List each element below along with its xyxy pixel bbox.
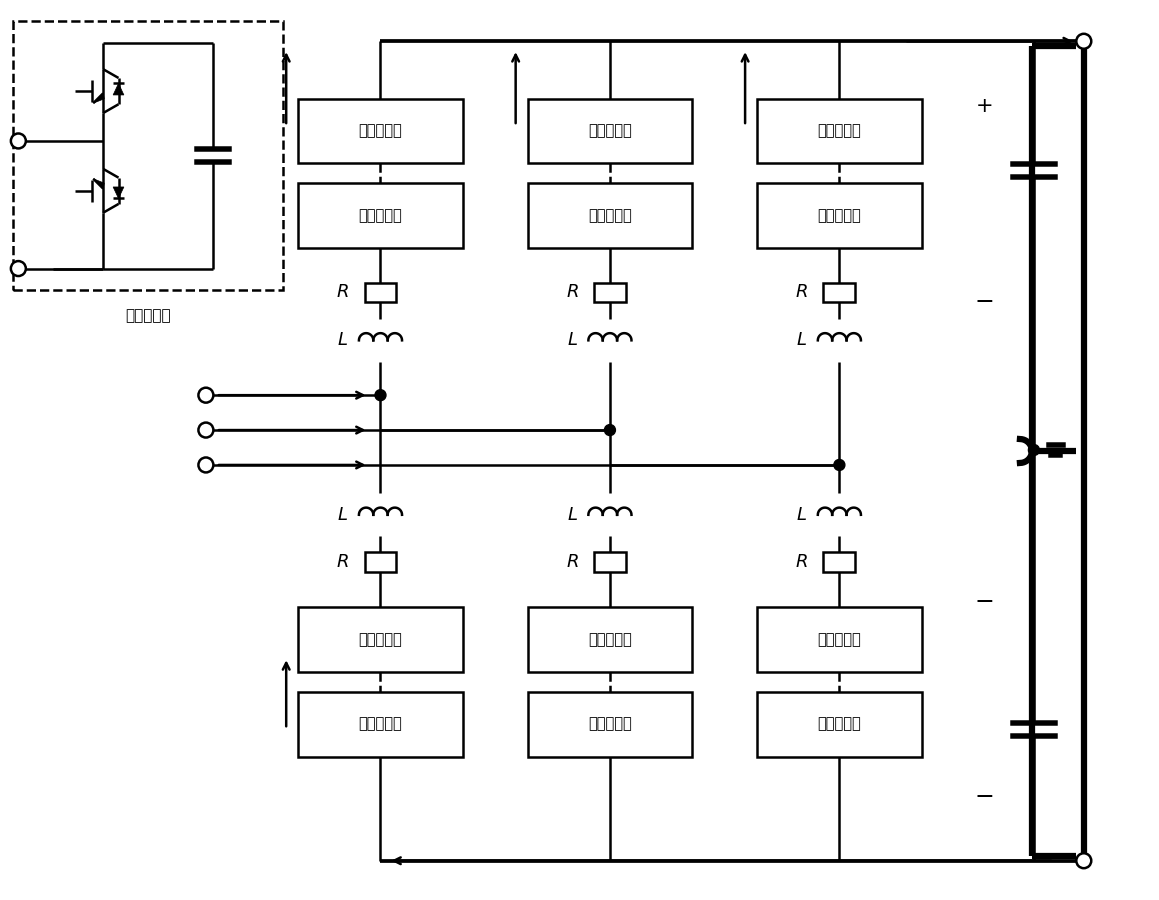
Text: $R$: $R$: [336, 284, 349, 302]
Bar: [757, 692, 921, 757]
Circle shape: [605, 425, 615, 436]
Polygon shape: [93, 94, 104, 104]
Bar: [527, 184, 692, 248]
Bar: [527, 99, 692, 164]
Text: $R$: $R$: [795, 553, 808, 571]
Bar: [757, 184, 921, 248]
Bar: [593, 552, 626, 572]
Text: $-$: $-$: [975, 289, 993, 312]
Bar: [757, 99, 921, 164]
Bar: [365, 552, 396, 572]
Circle shape: [376, 390, 386, 400]
Text: 半桥子模块: 半桥子模块: [358, 632, 402, 647]
Bar: [298, 692, 462, 757]
Text: 半桥子模块: 半桥子模块: [817, 632, 861, 647]
Text: $R$: $R$: [336, 553, 349, 571]
Circle shape: [198, 388, 213, 402]
Circle shape: [1077, 34, 1092, 49]
Bar: [298, 99, 462, 164]
Text: $-$: $-$: [975, 783, 993, 807]
Bar: [823, 552, 855, 572]
Bar: [593, 283, 626, 302]
Bar: [527, 692, 692, 757]
Text: $R$: $R$: [795, 284, 808, 302]
Text: 半桥子模块: 半桥子模块: [817, 716, 861, 732]
Bar: [365, 283, 396, 302]
Bar: [298, 607, 462, 671]
Bar: [527, 607, 692, 671]
Text: $R$: $R$: [566, 553, 578, 571]
Text: 半桥子模块: 半桥子模块: [817, 208, 861, 223]
Circle shape: [833, 460, 845, 471]
Polygon shape: [93, 179, 104, 189]
Text: $L$: $L$: [796, 331, 807, 349]
Text: 半桥子模块: 半桥子模块: [358, 716, 402, 732]
Text: $L$: $L$: [567, 331, 577, 349]
Bar: [298, 184, 462, 248]
Polygon shape: [114, 84, 124, 94]
Circle shape: [1028, 445, 1040, 455]
Text: 半桥子模块: 半桥子模块: [588, 632, 632, 647]
Text: 半桥子模块: 半桥子模块: [125, 309, 170, 323]
Text: 半桥子模块: 半桥子模块: [588, 716, 632, 732]
Circle shape: [10, 133, 25, 148]
Text: 半桥子模块: 半桥子模块: [588, 123, 632, 139]
Text: 半桥子模块: 半桥子模块: [358, 123, 402, 139]
Circle shape: [198, 423, 213, 437]
Text: $+$: $+$: [976, 96, 993, 116]
Text: 半桥子模块: 半桥子模块: [588, 208, 632, 223]
Circle shape: [1077, 853, 1092, 868]
Text: $L$: $L$: [567, 506, 577, 524]
Circle shape: [198, 457, 213, 472]
Text: $L$: $L$: [796, 506, 807, 524]
Text: $R$: $R$: [566, 284, 578, 302]
Text: $-$: $-$: [975, 588, 993, 611]
Text: $L$: $L$: [337, 331, 348, 349]
Text: $L$: $L$: [337, 506, 348, 524]
Text: 半桥子模块: 半桥子模块: [358, 208, 402, 223]
Polygon shape: [114, 187, 124, 199]
Circle shape: [10, 261, 25, 276]
Bar: [757, 607, 921, 671]
Bar: [823, 283, 855, 302]
Text: 半桥子模块: 半桥子模块: [817, 123, 861, 139]
